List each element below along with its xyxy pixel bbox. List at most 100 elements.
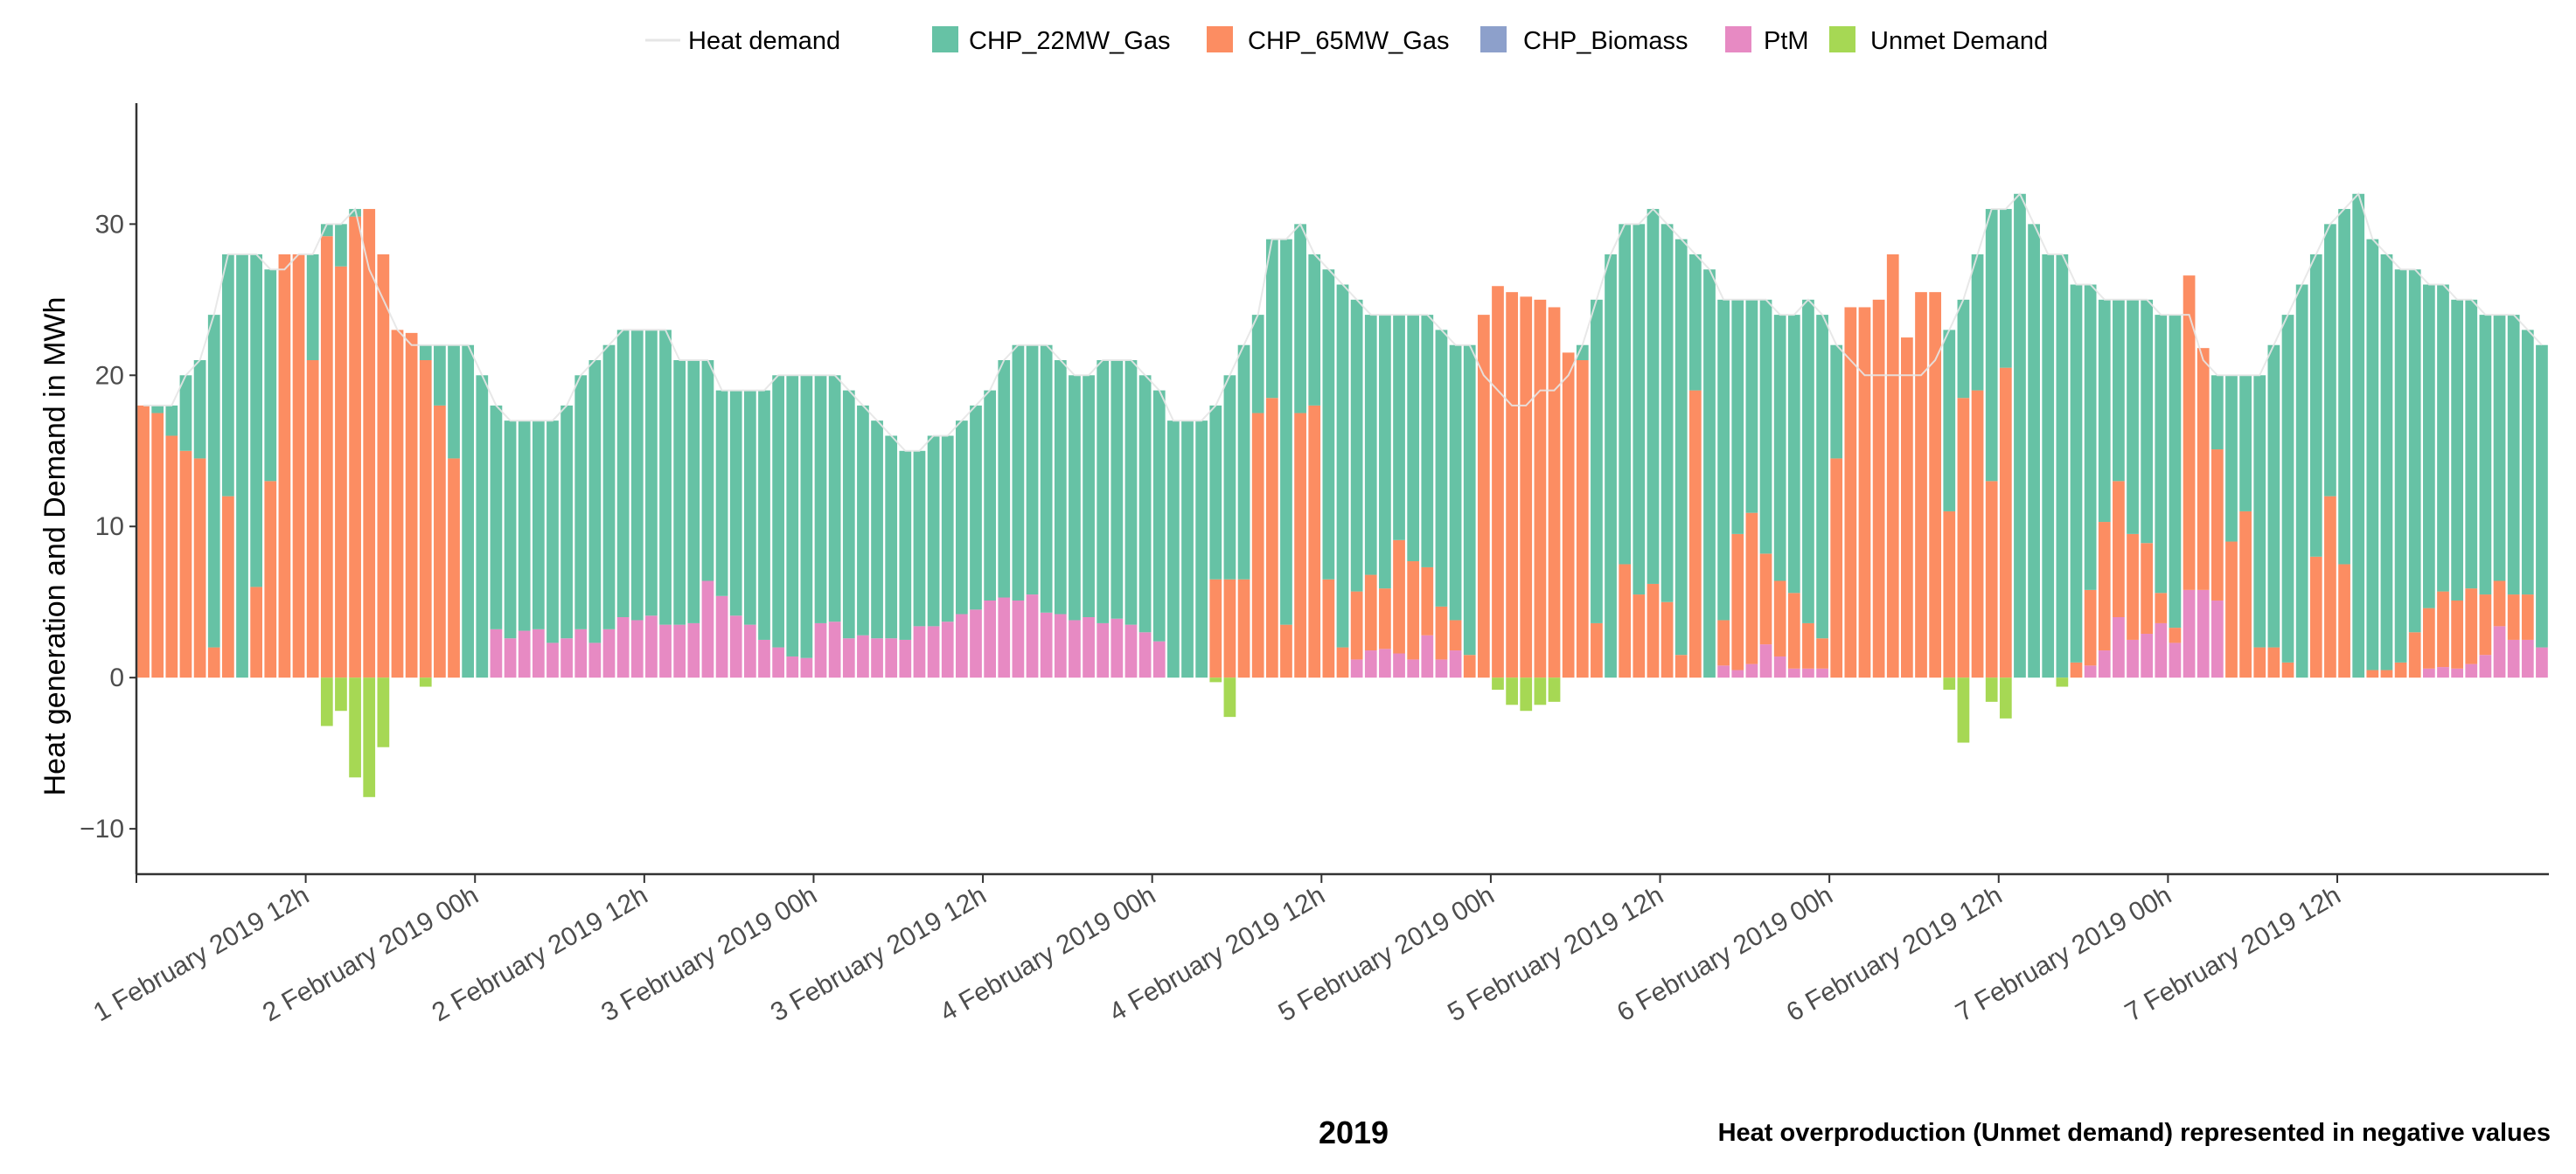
bar-chp-65mw-gas: [1251, 413, 1264, 678]
bar-chp-22mw-gas: [2479, 315, 2492, 595]
bar-chp-22mw-gas: [715, 390, 728, 596]
bar-chp-22mw-gas: [1040, 344, 1053, 613]
bar-chp-65mw-gas: [1886, 254, 1899, 678]
bar-ptm: [2113, 617, 2125, 678]
bar-ptm: [701, 580, 714, 678]
bar-ptm: [1364, 650, 1377, 678]
bar-chp-22mw-gas: [1026, 344, 1039, 595]
bar-chp-22mw-gas: [320, 224, 333, 237]
bar-chp-65mw-gas: [222, 496, 234, 678]
bar-unmet-demand: [1520, 677, 1533, 712]
bar-chp-65mw-gas: [2451, 600, 2463, 669]
bar-chp-65mw-gas: [1237, 579, 1250, 678]
bar-ptm: [1083, 617, 1095, 678]
bar-chp-65mw-gas: [1619, 564, 1632, 678]
bar-ptm: [1435, 659, 1448, 678]
bar-chp-22mw-gas: [857, 405, 869, 636]
bar-chp-65mw-gas: [434, 405, 446, 678]
bar-chp-22mw-gas: [1407, 315, 1420, 562]
bar-ptm: [2183, 589, 2196, 678]
bar-chp-65mw-gas: [1223, 579, 1236, 678]
bar-ptm: [2098, 650, 2111, 678]
legend-item-chp-22mw-gas: CHP_22MW_Gas: [932, 26, 1170, 55]
legend-label-heat-demand: Heat demand: [688, 27, 840, 55]
bar-chp-65mw-gas: [151, 413, 164, 678]
bar-chp-22mw-gas: [1336, 284, 1349, 648]
bar-ptm: [1787, 668, 1800, 678]
bar-chp-65mw-gas: [419, 360, 432, 678]
bar-chp-65mw-gas: [1759, 553, 1772, 645]
bar-ptm: [885, 638, 898, 678]
bar-ptm: [1759, 644, 1772, 678]
bar-chp-65mw-gas: [1308, 405, 1321, 678]
bar-ptm: [786, 656, 799, 678]
bar-chp-65mw-gas: [391, 330, 404, 678]
bar-chp-65mw-gas: [1562, 352, 1575, 678]
legend-label-chp-65mw-gas: CHP_65MW_Gas: [1248, 27, 1449, 55]
bar-chp-22mw-gas: [2394, 269, 2407, 663]
bar-chp-22mw-gas: [2366, 239, 2379, 670]
bar-chp-22mw-gas: [814, 375, 827, 623]
bar-chp-65mw-gas: [2197, 348, 2210, 590]
bar-chp-65mw-gas: [1915, 292, 1927, 678]
bar-chp-65mw-gas: [1844, 307, 1857, 678]
bar-chp-22mw-gas: [687, 360, 700, 623]
bar-ptm: [630, 620, 644, 678]
bar-chp-22mw-gas: [2239, 375, 2252, 511]
bar-ptm: [659, 624, 672, 678]
bar-chp-22mw-gas: [1943, 330, 1956, 511]
bar-chp-22mw-gas: [2380, 254, 2393, 670]
bar-chp-65mw-gas: [1901, 337, 1913, 678]
bar-unmet-demand: [1548, 677, 1561, 702]
bar-chp-22mw-gas: [941, 435, 954, 622]
bar-chp-22mw-gas: [335, 224, 347, 267]
bar-chp-22mw-gas: [927, 435, 940, 627]
bar-chp-22mw-gas: [659, 330, 672, 625]
bar-chp-22mw-gas: [2493, 315, 2506, 581]
bar-chp-22mw-gas: [743, 390, 756, 625]
bar-ptm: [1040, 612, 1053, 678]
bar-chp-65mw-gas: [1731, 533, 1744, 670]
bar-chp-65mw-gas: [2338, 564, 2350, 678]
bar-ptm: [602, 629, 616, 678]
bar-chp-22mw-gas: [560, 405, 573, 639]
bar-ptm: [2155, 622, 2168, 678]
y-tick-label: 0: [109, 663, 124, 692]
bar-chp-65mw-gas: [2141, 543, 2154, 635]
legend-key-chp-22mw-gas: [932, 26, 958, 52]
bar-chp-22mw-gas: [2267, 344, 2280, 648]
bar-chp-65mw-gas: [2394, 662, 2407, 678]
bar-chp-22mw-gas: [179, 375, 192, 451]
bar-ptm: [1026, 594, 1039, 678]
bar-chp-65mw-gas: [1449, 620, 1462, 651]
bar-chp-65mw-gas: [2422, 608, 2435, 669]
bar-chp-65mw-gas: [1872, 299, 1885, 678]
bar-ptm: [588, 643, 602, 678]
bar-chp-22mw-gas: [490, 405, 503, 629]
bar-chp-22mw-gas: [842, 390, 855, 639]
bar-ptm: [743, 624, 756, 678]
bar-chp-22mw-gas: [1999, 209, 2012, 368]
bar-chp-22mw-gas: [1674, 239, 1688, 656]
bar-ptm: [532, 629, 545, 678]
bar-chp-65mw-gas: [1957, 398, 1970, 678]
bar-chp-22mw-gas: [1619, 224, 1632, 565]
bar-chp-65mw-gas: [320, 236, 333, 678]
x-axis-title: 2019: [1319, 1115, 1389, 1150]
bar-chp-65mw-gas: [1985, 481, 1998, 678]
bar-ptm: [547, 643, 559, 678]
bar-chp-22mw-gas: [828, 375, 841, 622]
bar-chp-22mw-gas: [1731, 299, 1744, 534]
legend-item-chp-biomass: CHP_Biomass: [1480, 26, 1688, 55]
bar-chp-22mw-gas: [2098, 299, 2111, 523]
bar-chp-22mw-gas: [1957, 299, 1970, 399]
bar-chp-22mw-gas: [2042, 254, 2055, 678]
bar-ptm: [518, 630, 531, 678]
bar-chp-65mw-gas: [2281, 662, 2294, 678]
plot-bars: [137, 193, 2548, 797]
bar-chp-22mw-gas: [1971, 254, 1984, 391]
bar-ptm: [1449, 650, 1462, 678]
bar-ptm: [1802, 668, 1814, 678]
bar-chp-22mw-gas: [673, 360, 686, 625]
bar-ptm: [2197, 589, 2210, 678]
